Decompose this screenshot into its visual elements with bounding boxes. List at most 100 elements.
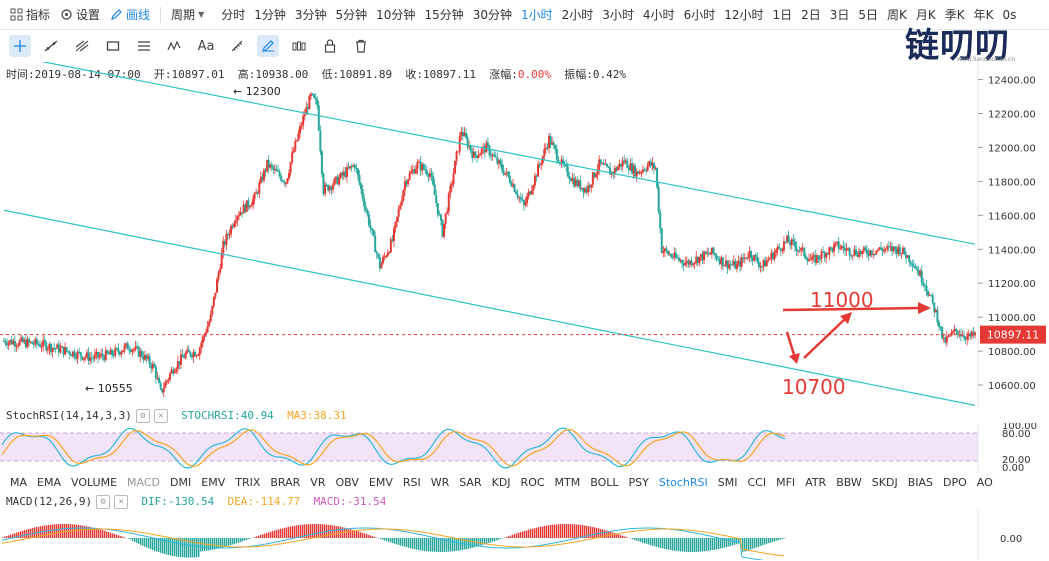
macd-bar <box>718 538 720 549</box>
indicator-tab[interactable]: MTM <box>554 475 581 489</box>
macd-bar <box>664 538 666 549</box>
candle-body <box>355 168 358 170</box>
horizontal-lines-icon[interactable] <box>133 35 155 57</box>
period-option[interactable]: 30分钟 <box>472 8 512 22</box>
indicator-tab[interactable]: DPO <box>943 475 967 489</box>
macd-bar <box>296 525 298 538</box>
indicator-tab[interactable]: StochRSI <box>658 475 708 489</box>
period-option[interactable]: 0s <box>1002 7 1017 22</box>
indicator-tab[interactable]: VR <box>310 475 326 489</box>
indicator-tab[interactable]: SAR <box>459 475 482 489</box>
period-option[interactable]: 4小时 <box>642 8 675 22</box>
indicator-tab[interactable]: KDJ <box>491 475 511 489</box>
indicator-tab[interactable]: RSI <box>402 475 421 489</box>
close-icon[interactable]: ✕ <box>114 495 129 509</box>
period-option[interactable]: 3小时 <box>602 8 634 22</box>
macd-bar <box>104 530 106 538</box>
candle-body <box>908 255 911 262</box>
period-option[interactable]: 5日 <box>858 8 879 22</box>
candles-icon[interactable] <box>288 35 310 57</box>
indicator-tab[interactable]: BRAR <box>270 475 301 489</box>
period-option[interactable]: 15分钟 <box>424 8 464 22</box>
indicator-tab[interactable]: CCI <box>747 475 767 489</box>
period-option[interactable]: 年K <box>973 8 994 22</box>
candle-body <box>136 346 139 348</box>
period-option[interactable]: 周K <box>887 8 907 22</box>
fib-tool-icon[interactable] <box>71 35 93 57</box>
magnet-pencil-icon[interactable] <box>257 35 279 57</box>
period-option[interactable]: 2小时 <box>561 8 594 22</box>
period-option[interactable]: 10分钟 <box>376 8 416 22</box>
indicator-tab[interactable]: EMA <box>37 475 61 489</box>
indicator-tab[interactable]: EMV <box>368 475 393 489</box>
indicator-tab[interactable]: WR <box>430 475 450 489</box>
macd-bar <box>706 538 708 552</box>
indicator-tab[interactable]: SMI <box>717 475 738 489</box>
period-option[interactable]: 2日 <box>801 8 821 22</box>
indicator-tab[interactable]: BIAS <box>907 475 934 489</box>
trash-icon[interactable] <box>350 35 372 57</box>
candle-body <box>660 228 663 253</box>
candle-body <box>269 164 272 168</box>
indicator-tab[interactable]: BBW <box>836 475 862 489</box>
indicator-tab[interactable]: AO <box>976 475 993 489</box>
macd-bar <box>268 532 270 538</box>
indicator-tab[interactable]: EMV <box>201 475 226 489</box>
period-option[interactable]: 月K <box>915 8 936 22</box>
candle-body <box>703 251 706 261</box>
candle-body <box>356 168 359 176</box>
indicator-tab[interactable]: MFI <box>776 475 796 489</box>
gear-icon[interactable]: ⚙ <box>96 495 111 509</box>
macd-bar <box>226 538 228 547</box>
lock-icon[interactable] <box>319 35 341 57</box>
trend-line-icon[interactable] <box>40 35 62 57</box>
macd-chart[interactable]: 0.00 <box>0 510 1049 560</box>
macd-bar <box>672 538 674 551</box>
price-tick-label: 11400.00 <box>988 245 1036 256</box>
indicator-tab[interactable]: PSY <box>628 475 649 489</box>
indicator-tab[interactable]: SKDJ <box>871 475 898 489</box>
candle-body <box>226 234 229 236</box>
macd-bar <box>412 538 414 549</box>
text-tool-icon[interactable]: Aa <box>197 38 215 54</box>
macd-bar <box>272 531 274 538</box>
close-icon[interactable]: ✕ <box>153 409 168 423</box>
candle-body <box>820 251 823 259</box>
period-option[interactable]: 3日 <box>829 8 850 22</box>
gear-icon[interactable]: ⚙ <box>135 409 150 423</box>
macd-bar <box>320 524 322 538</box>
indicator-tab[interactable]: MACD <box>127 475 161 489</box>
indicator-tab[interactable]: MA <box>10 475 28 489</box>
candle-body <box>851 255 854 257</box>
period-option[interactable]: 3分钟 <box>294 8 327 22</box>
indicator-tab[interactable]: DMI <box>170 475 192 489</box>
indicator-tab[interactable]: ATR <box>805 475 827 489</box>
candle-body <box>900 253 903 255</box>
indicator-tab[interactable]: BOLL <box>590 475 619 489</box>
period-option[interactable]: 1日 <box>772 8 793 22</box>
stochrsi-chart[interactable]: 100.00 80.00 20.00 0.00 <box>0 423 1049 473</box>
indicator-tab[interactable]: VOLUME <box>70 475 118 489</box>
dif-line <box>1 527 765 560</box>
ruler-icon[interactable] <box>226 35 248 57</box>
crosshair-icon[interactable] <box>9 35 31 57</box>
candle-body <box>887 246 890 248</box>
period-option[interactable]: 分时 <box>221 8 246 22</box>
period-dropdown[interactable]: 周期 ▼ <box>171 6 204 23</box>
candle-body <box>129 349 132 352</box>
price-chart[interactable]: 12400.00 12200.00 12000.00 11800.00 11600.00… <box>0 62 1049 462</box>
wave-icon[interactable] <box>164 35 186 57</box>
period-option[interactable]: 5分钟 <box>335 8 368 22</box>
draw-button[interactable]: 画线 <box>110 6 150 23</box>
indicator-tab[interactable]: OBV <box>335 475 359 489</box>
indicator-tab[interactable]: TRIX <box>235 475 261 489</box>
period-option[interactable]: 6小时 <box>683 8 716 22</box>
period-option[interactable]: 1分钟 <box>254 8 286 22</box>
period-option[interactable]: 1小时 <box>521 8 553 22</box>
settings-button[interactable]: 设置 <box>60 6 100 23</box>
rectangle-icon[interactable] <box>102 35 124 57</box>
indicators-button[interactable]: 指标 <box>10 6 50 23</box>
period-option[interactable]: 季K <box>944 8 965 22</box>
period-option[interactable]: 12小时 <box>724 8 764 22</box>
indicator-tab[interactable]: ROC <box>520 475 545 489</box>
